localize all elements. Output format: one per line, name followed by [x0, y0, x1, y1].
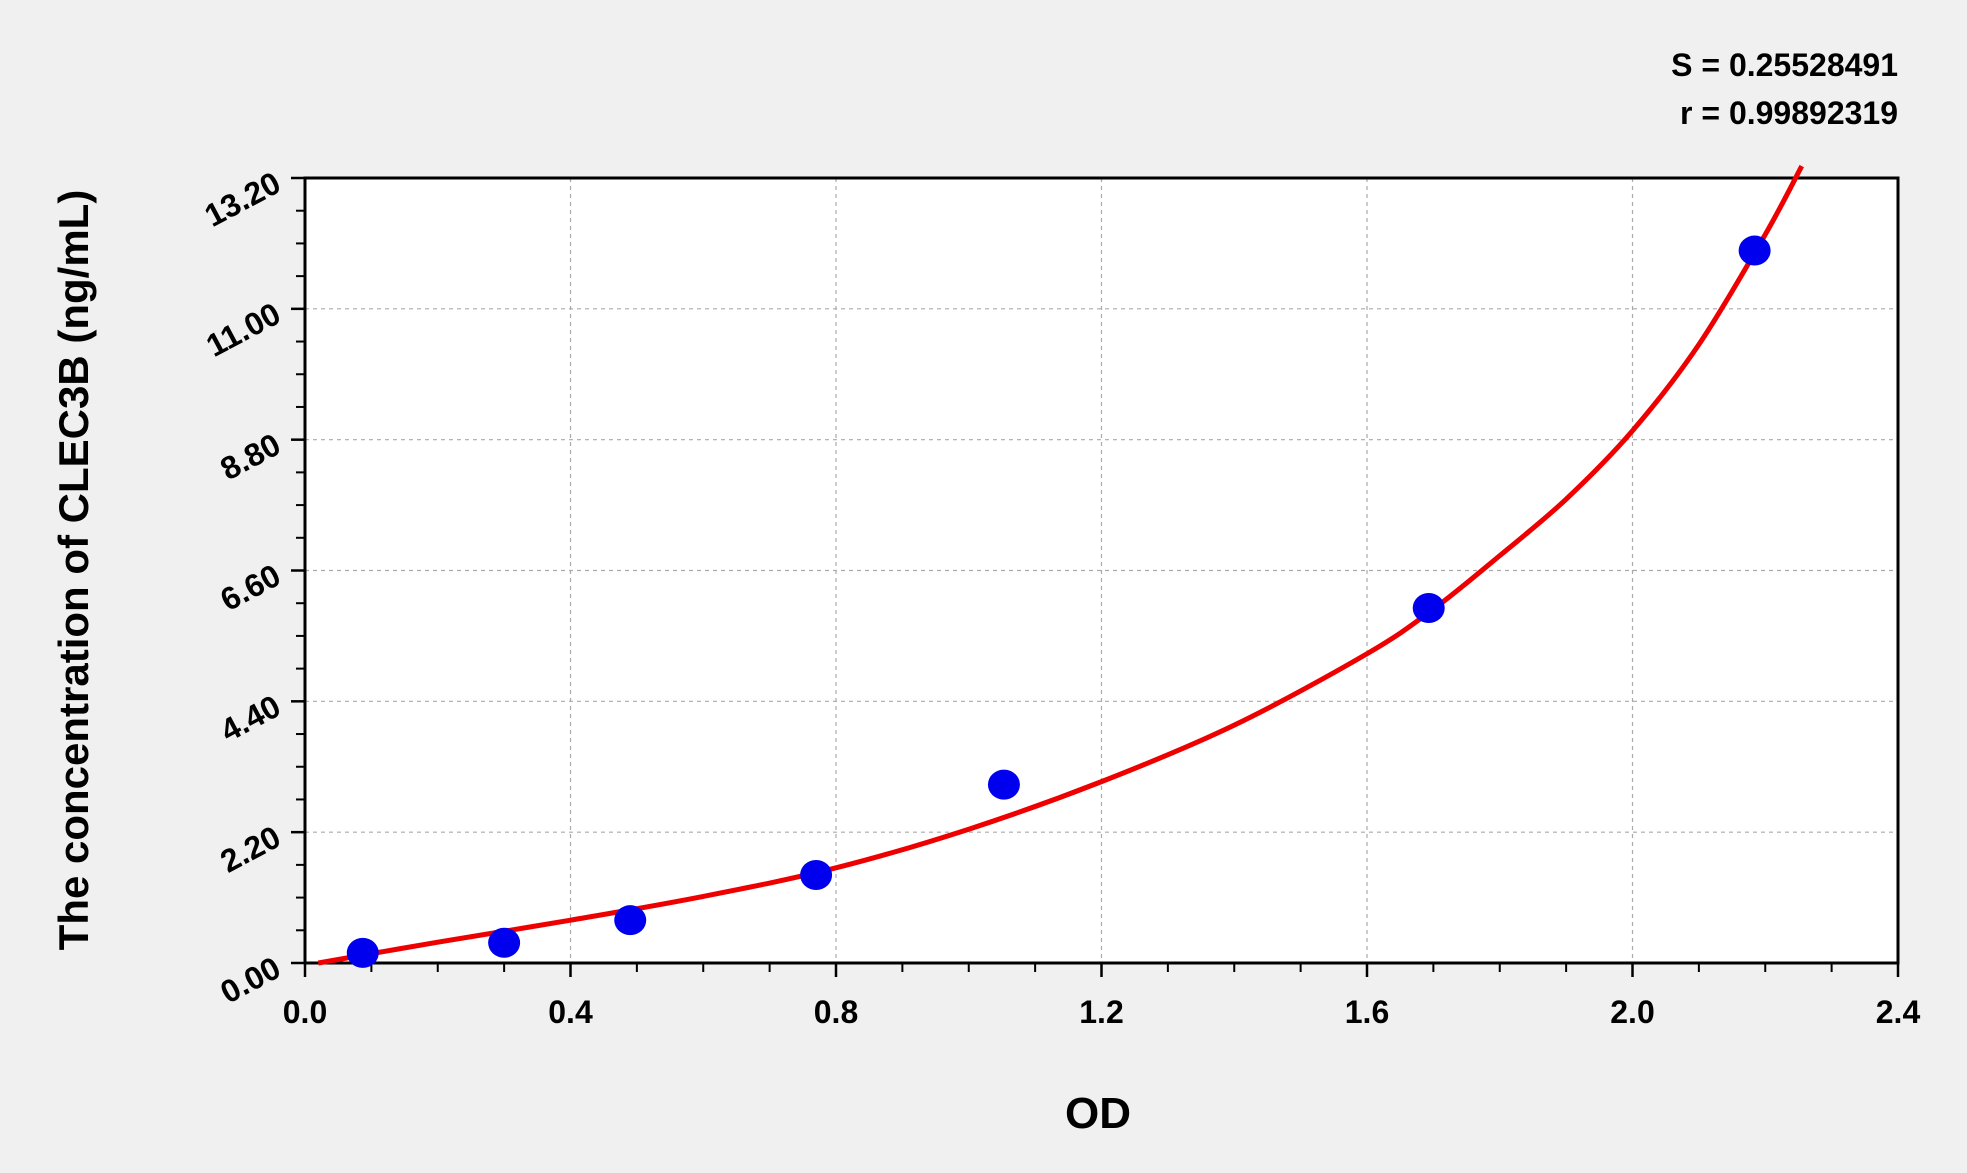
y-tick-label: 11.00 — [200, 295, 286, 364]
x-tick-label: 0.4 — [548, 994, 593, 1030]
data-point — [488, 927, 521, 958]
y-tick-label: 8.80 — [214, 426, 286, 487]
y-tick-label: 4.40 — [214, 688, 286, 749]
x-axis-label: OD — [1065, 1089, 1131, 1138]
y-tick-label: 13.20 — [199, 164, 287, 233]
plot-border — [303, 176, 1900, 965]
data-point — [1412, 592, 1445, 623]
annotation-s: S = 0.25528491 — [1671, 47, 1898, 83]
data-point — [800, 859, 833, 890]
annotation-r: r = 0.99892319 — [1680, 95, 1898, 131]
x-tick-label: 2.0 — [1610, 994, 1654, 1030]
fit-curve — [317, 164, 1804, 966]
data-point — [346, 937, 379, 968]
x-tick-label: 2.4 — [1876, 994, 1921, 1030]
x-tick-label: 1.6 — [1345, 994, 1389, 1030]
data-points — [346, 235, 1771, 968]
x-tick-label: 0.0 — [283, 994, 327, 1030]
y-tick-label: 0.00 — [214, 949, 286, 1010]
data-point — [1738, 235, 1771, 266]
y-tick-labels: 0.00 2.20 4.40 6.60 8.80 11.00 13.20 — [199, 164, 287, 1010]
grid — [305, 178, 1898, 963]
data-point — [987, 769, 1020, 800]
x-tick-label: 0.8 — [814, 994, 858, 1030]
y-tick-label: 6.60 — [214, 557, 286, 618]
data-point — [614, 905, 647, 936]
x-tick-label: 1.2 — [1079, 994, 1123, 1030]
y-axis-label: The concentration of CLEC3B (ng/mL) — [50, 190, 97, 951]
x-tick-labels: 0.0 0.4 0.8 1.2 1.6 2.0 2.4 — [283, 994, 1921, 1030]
y-tick-label: 2.20 — [214, 819, 286, 880]
